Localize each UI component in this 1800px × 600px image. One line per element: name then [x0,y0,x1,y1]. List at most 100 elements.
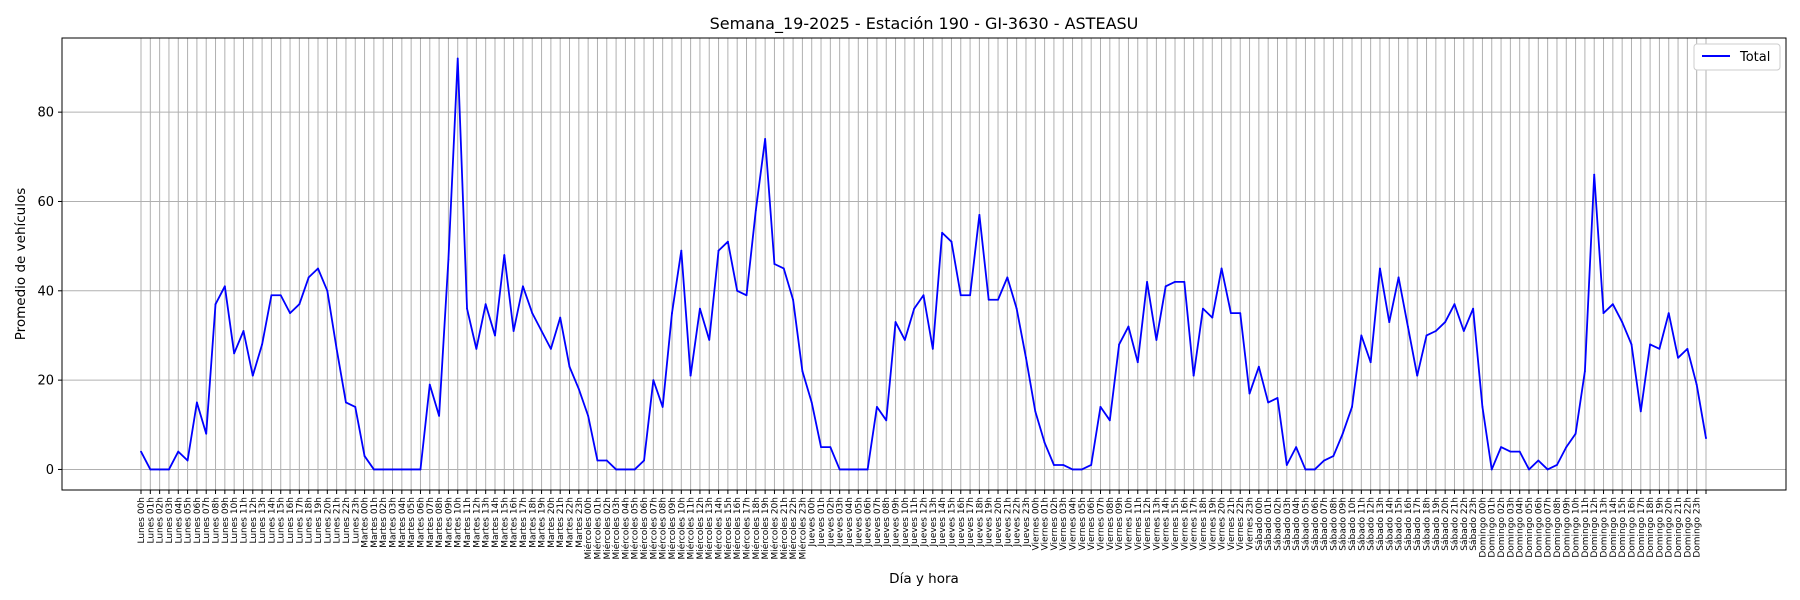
data-point [1462,330,1465,332]
legend-label: Total [1739,50,1770,65]
x-tick-label: Domingo 20h [1665,497,1675,558]
data-point [522,285,524,288]
data-point [410,468,413,471]
x-tick-label: Lunes 04h [174,497,184,544]
data-point [624,468,627,471]
x-tick-label: Jueves 18h [975,497,985,547]
data-point [1062,464,1065,466]
series-layer [140,57,1707,471]
x-tick-label: Miércoles 08h [658,497,669,560]
x-tick-label: Domingo 11h [1581,497,1591,558]
data-point [503,254,506,256]
x-tick-label: Domingo 14h [1609,497,1619,558]
data-point [1667,312,1670,315]
x-tick-label: Viernes 14h [1162,497,1172,551]
data-point [1593,173,1596,176]
y-axis-label: Promedio de vehículos [13,188,29,341]
y-tick-label: 0 [46,463,54,478]
x-tick-label: Viernes 09h [1115,497,1125,551]
x-axis: Lunes 00h Lunes 01h Lunes 02h Lunes 03h Lune… [137,490,1707,560]
data-point [764,138,767,140]
data-point [894,321,897,323]
data-point [307,276,310,279]
x-tick-label: Domingo 12h [1590,497,1600,558]
x-tick-label: Domingo 17h [1637,497,1647,558]
x-tick-label: Lunes 08h [212,497,222,544]
data-point [205,432,208,435]
x-tick-label: Miércoles 23h [797,497,808,560]
x-tick-label: Lunes 21h [333,497,343,544]
data-point [195,401,198,404]
x-tick-label: Lunes 07h [202,497,212,544]
data-point [1565,446,1568,449]
x-tick-label: Martes 11h [463,497,473,548]
x-tick-label: Martes 01h [370,497,380,548]
data-point [1509,450,1512,453]
data-point [1239,312,1242,315]
data-point [708,339,711,341]
data-point [1407,325,1409,328]
data-point [1453,303,1456,306]
data-point [363,455,366,457]
y-tick-label: 60 [37,195,54,210]
x-tick-label: Miércoles 06h [639,497,650,560]
data-point [1248,392,1251,395]
x-tick-label: Domingo 03h [1506,497,1516,558]
data-point [671,312,673,315]
x-tick-label: Miércoles 13h [704,497,715,560]
x-tick-label: Lunes 05h [184,497,194,544]
x-tick-label: Domingo 23h [1693,497,1703,558]
data-point [782,267,785,270]
data-point [866,468,869,471]
x-tick-label: Viernes 18h [1199,497,1209,551]
x-tick-label: Miércoles 21h [779,497,790,560]
x-tick-label: Sábado 03h [1283,497,1293,551]
data-point [922,294,925,297]
x-tick-label: Miércoles 14h [714,497,725,560]
legend-box [1693,43,1781,71]
data-point [298,303,301,306]
x-tick-label: Sábado 12h [1367,497,1377,551]
data-point [596,459,599,462]
data-point [1015,307,1018,310]
data-point [1472,307,1475,310]
x-tick-label: Lunes 06h [193,497,203,544]
data-point [1257,365,1260,368]
x-tick-label: Jueves 00h [808,497,818,547]
x-tick-label: Miércoles 01h [592,497,603,560]
data-point [633,468,636,471]
data-point [438,414,440,417]
x-tick-label: Martes 16h [510,497,520,548]
data-point [978,213,981,216]
data-point [1155,339,1158,341]
data-point [1295,446,1298,449]
x-tick-label: Viernes 23h [1246,497,1256,551]
x-tick-label: Viernes 00h [1031,497,1041,551]
data-point [1341,432,1344,435]
x-tick-label: Viernes 07h [1096,497,1106,551]
data-point [326,289,329,292]
x-tick-label: Sábado 14h [1385,497,1395,551]
x-tick-label: Miércoles 09h [667,497,678,560]
data-point [1639,410,1642,413]
x-tick-label: Domingo 04h [1516,497,1526,558]
x-tick-label: Jueves 01h [817,497,827,547]
x-tick-label: Miércoles 10h [676,497,687,560]
data-point [931,347,934,350]
x-tick-label: Sábado 19h [1432,497,1442,551]
x-tick-label: Miércoles 04h [620,497,631,560]
x-tick-label: Jueves 12h [920,497,930,547]
data-point [214,303,217,306]
data-point [289,312,291,315]
data-point [577,388,580,390]
x-tick-label: Domingo 22h [1683,497,1693,558]
x-tick-label: Jueves 15h [947,497,957,547]
data-point [1071,468,1074,471]
data-point [531,312,534,315]
x-tick-label: Lunes 00h [137,497,147,544]
x-tick-label: Domingo 10h [1572,497,1582,558]
data-point [1025,356,1027,359]
data-point [876,406,878,408]
x-tick-label: Lunes 19h [314,497,324,544]
data-point [1379,267,1381,270]
